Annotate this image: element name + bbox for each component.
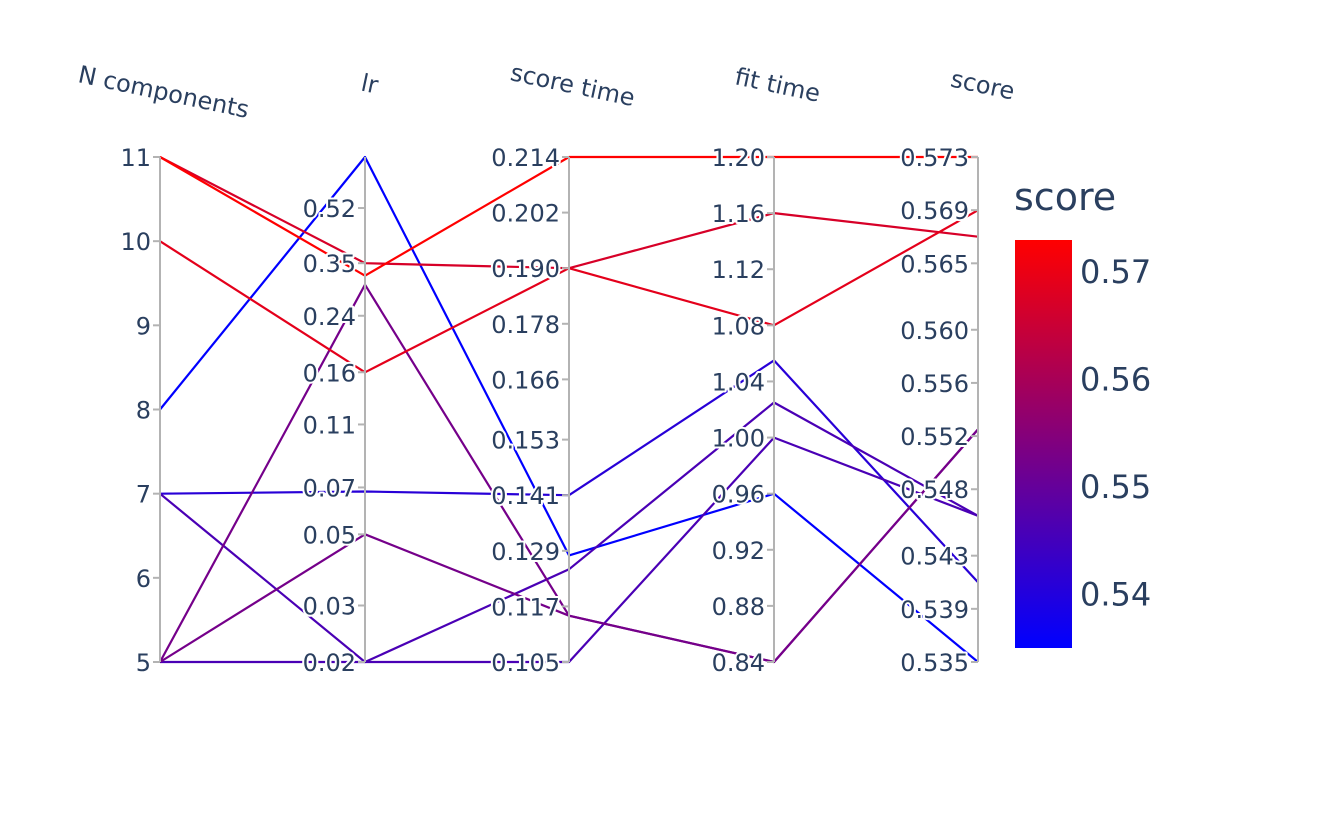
axis-title: N components <box>76 60 252 124</box>
tick-label: 0.548 <box>900 476 969 504</box>
tick-label: 0.569 <box>900 197 969 225</box>
tick-label: 0.560 <box>900 317 969 345</box>
axis-n-components[interactable]: 5 6 7 8 9 10 11 N components <box>76 60 252 679</box>
tick-label: 0.117 <box>491 593 560 621</box>
tick-label: 0.535 <box>900 649 969 677</box>
tick-label: 0.565 <box>900 250 969 278</box>
tick-label: 6 <box>136 565 151 593</box>
tick-label: 0.05 <box>303 521 356 549</box>
tick-label: 0.07 <box>303 474 356 502</box>
tick-label: 1.00 <box>712 425 765 453</box>
axis-title: fit time <box>733 62 823 107</box>
tick-label: 0.11 <box>303 411 356 439</box>
tick-label: 11 <box>120 144 151 172</box>
colorbar-tick-label: 0.55 <box>1080 468 1151 506</box>
tick-label: 0.214 <box>491 144 560 172</box>
axis-score-time[interactable]: 0.105 0.117 0.129 0.141 0.153 0.166 0.178 0.190… <box>489 58 637 679</box>
tick-label: 0.96 <box>712 481 765 509</box>
tick-label: 1.04 <box>712 368 765 396</box>
tick-label: 1.20 <box>712 144 765 172</box>
axis-title: score time <box>508 58 637 112</box>
colorbar-title: score <box>1014 175 1116 219</box>
tick-label: 0.88 <box>712 593 765 621</box>
tick-label: 5 <box>136 649 151 677</box>
tick-label: 1.12 <box>712 256 765 284</box>
tick-label: 0.02 <box>303 649 356 677</box>
tick-label: 1.16 <box>712 200 765 228</box>
tick-label: 0.141 <box>491 482 560 510</box>
tick-label: 0.24 <box>303 303 356 331</box>
tick-label: 9 <box>136 312 151 340</box>
tick-label: 0.552 <box>900 423 969 451</box>
tick-label: 0.105 <box>491 649 560 677</box>
tick-label: 0.92 <box>712 537 765 565</box>
tick-label: 0.16 <box>303 359 356 387</box>
tick-label: 0.166 <box>491 366 560 394</box>
axis-title: lr <box>359 69 381 100</box>
colorbar-tick-label: 0.54 <box>1080 575 1151 613</box>
tick-label: 0.129 <box>491 538 560 566</box>
axis-lr[interactable]: 0.02 0.03 0.05 0.07 0.11 0.16 0.24 0.35 0.52 lr <box>301 69 381 679</box>
tick-label: 0.573 <box>900 144 969 172</box>
tick-label: 0.84 <box>712 649 765 677</box>
tick-label: 0.543 <box>900 543 969 571</box>
tick-label: 0.202 <box>491 200 560 228</box>
tick-label: 0.539 <box>900 596 969 624</box>
tick-label: 0.556 <box>900 370 969 398</box>
tick-label: 10 <box>120 228 151 256</box>
colorbar-tick-label: 0.56 <box>1080 361 1151 399</box>
tick-label: 8 <box>136 397 151 425</box>
colorbar-gradient <box>1015 240 1072 648</box>
tick-label: 0.03 <box>303 593 356 621</box>
tick-label: 0.52 <box>303 195 356 223</box>
axes: 5 6 7 8 9 10 11 N components 0.02 0.03 0.05 0.07 0.1… <box>76 58 1017 679</box>
tick-label: 0.178 <box>491 311 560 339</box>
axis-fit-time[interactable]: 0.84 0.88 0.92 0.96 1.00 1.04 1.08 1.12 1.16 1.20… <box>710 62 823 679</box>
tick-label: 7 <box>136 481 151 509</box>
colorbar: score 0.57 0.56 0.55 0.54 <box>1014 175 1151 648</box>
axis-title: score <box>948 65 1017 106</box>
tick-label: 0.35 <box>303 250 356 278</box>
tick-label: 1.08 <box>712 312 765 340</box>
tick-label: 0.153 <box>491 427 560 455</box>
tick-label: 0.190 <box>491 255 560 283</box>
axis-score[interactable]: 0.535 0.539 0.543 0.548 0.552 0.556 0.560 0.565… <box>898 65 1017 679</box>
colorbar-tick-label: 0.57 <box>1080 253 1151 291</box>
